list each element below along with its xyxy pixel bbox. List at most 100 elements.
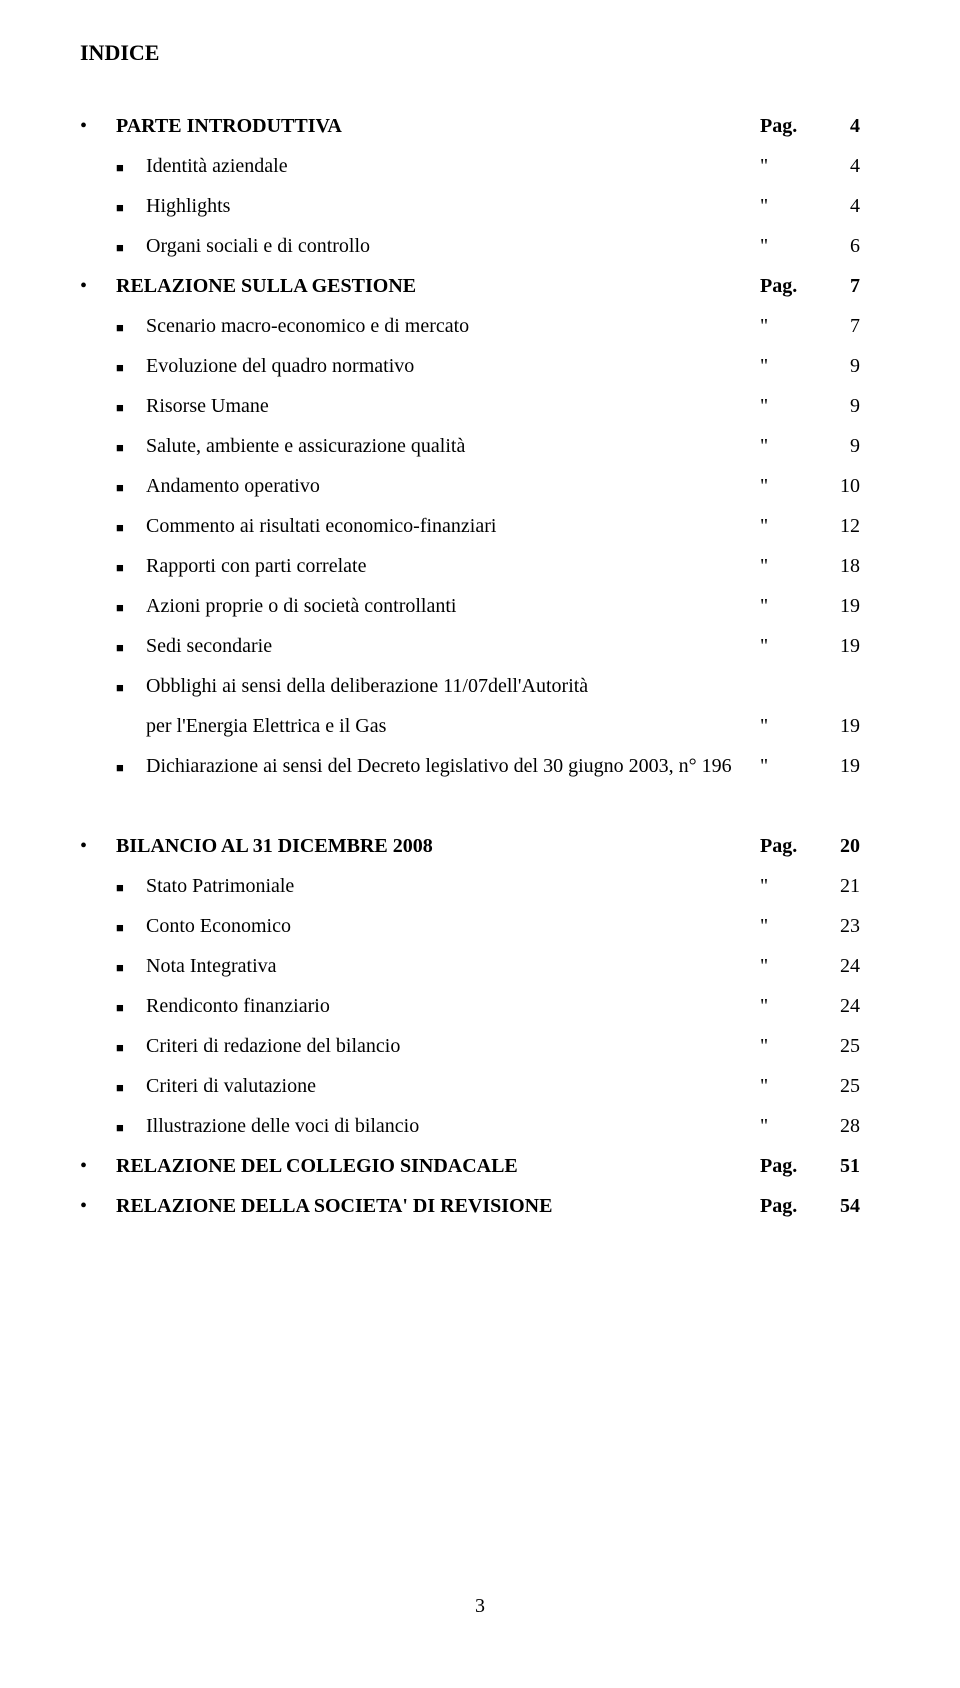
- toc-item-label: Criteri di valutazione: [146, 1066, 760, 1106]
- toc-item-row: ■ Salute, ambiente e assicurazione quali…: [80, 426, 860, 466]
- ditto-mark: ": [760, 586, 820, 626]
- toc-item-row: ■ Azioni proprie o di società controllan…: [80, 586, 860, 626]
- toc-item-row: ■ Sedi secondarie " 19: [80, 626, 860, 666]
- page-prefix: Pag.: [760, 826, 820, 866]
- toc-item-row: ■ Andamento operativo " 10: [80, 466, 860, 506]
- page-prefix: Pag.: [760, 266, 820, 306]
- bullet-disc-icon: •: [80, 1146, 116, 1186]
- toc-item-label: Evoluzione del quadro normativo: [146, 346, 760, 386]
- toc-item-label: Organi sociali e di controllo: [146, 226, 760, 266]
- page-number-cell: 9: [820, 346, 860, 386]
- bullet-disc-icon: •: [80, 106, 116, 146]
- page-number-cell: 9: [820, 426, 860, 466]
- toc-item-row: ■ Nota Integrativa " 24: [80, 946, 860, 986]
- toc-header-label: RELAZIONE DEL COLLEGIO SINDACALE: [116, 1146, 760, 1186]
- ditto-mark: ": [760, 546, 820, 586]
- toc-item-label: Risorse Umane: [146, 386, 760, 426]
- bullet-square-icon: ■: [80, 155, 146, 181]
- toc-item-row: ■ Organi sociali e di controllo " 6: [80, 226, 860, 266]
- page-title: INDICE: [80, 40, 860, 66]
- bullet-square-icon: ■: [80, 595, 146, 621]
- ditto-mark: ": [760, 386, 820, 426]
- bullet-square-icon: ■: [80, 195, 146, 221]
- bullet-square-icon: ■: [80, 635, 146, 661]
- toc-header-label: RELAZIONE DELLA SOCIETA' DI REVISIONE: [116, 1186, 760, 1226]
- toc-item-row: ■ Dichiarazione ai sensi del Decreto leg…: [80, 746, 860, 786]
- page-prefix: Pag.: [760, 1186, 820, 1226]
- document-page-number: 3: [0, 1595, 960, 1618]
- toc-item-row: ■ Commento ai risultati economico-finanz…: [80, 506, 860, 546]
- toc-item-row: ■ Criteri di redazione del bilancio " 25: [80, 1026, 860, 1066]
- toc-header-label: RELAZIONE SULLA GESTIONE: [116, 266, 760, 306]
- bullet-disc-icon: •: [80, 266, 116, 306]
- ditto-mark: ": [760, 426, 820, 466]
- bullet-square-icon: ■: [80, 355, 146, 381]
- bullet-square-icon: ■: [80, 875, 146, 901]
- ditto-mark: ": [760, 226, 820, 266]
- toc-item-row: ■ Illustrazione delle voci di bilancio "…: [80, 1106, 860, 1146]
- bullet-square-icon: ■: [80, 555, 146, 581]
- ditto-mark: ": [760, 1106, 820, 1146]
- toc-item-label: Nota Integrativa: [146, 946, 760, 986]
- ditto-mark: ": [760, 1066, 820, 1106]
- ditto-mark: ": [760, 986, 820, 1026]
- toc-item-label: per l'Energia Elettrica e il Gas: [80, 706, 760, 746]
- page-number-cell: 20: [820, 826, 860, 866]
- toc-item-row: ■ Stato Patrimoniale " 21: [80, 866, 860, 906]
- toc-item-label: Azioni proprie o di società controllanti: [146, 586, 760, 626]
- toc-item-label: Illustrazione delle voci di bilancio: [146, 1106, 760, 1146]
- toc-item-label: Commento ai risultati economico-finanzia…: [146, 506, 760, 546]
- page-number-cell: 7: [820, 306, 860, 346]
- page-number-cell: 19: [820, 706, 860, 746]
- toc-item-label: Stato Patrimoniale: [146, 866, 760, 906]
- page-number-cell: 21: [820, 866, 860, 906]
- toc-item-label: Criteri di redazione del bilancio: [146, 1026, 760, 1066]
- bullet-disc-icon: •: [80, 826, 116, 866]
- toc-item-label: Obblighi ai sensi della deliberazione 11…: [146, 666, 760, 706]
- page-number-cell: 12: [820, 506, 860, 546]
- page-number-cell: 28: [820, 1106, 860, 1146]
- bullet-square-icon: ■: [80, 955, 146, 981]
- page-number-cell: 19: [820, 626, 860, 666]
- toc-header-row: • PARTE INTRODUTTIVA Pag. 4: [80, 106, 860, 146]
- page-number-cell: 25: [820, 1026, 860, 1066]
- toc-item-label: Conto Economico: [146, 906, 760, 946]
- toc-item-label: Scenario macro-economico e di mercato: [146, 306, 760, 346]
- ditto-mark: ": [760, 186, 820, 226]
- toc-item-row: ■ Criteri di valutazione " 25: [80, 1066, 860, 1106]
- toc-item-row: ■ Obblighi ai sensi della deliberazione …: [80, 666, 860, 706]
- toc-item-row: ■ Identità aziendale " 4: [80, 146, 860, 186]
- page-prefix: Pag.: [760, 106, 820, 146]
- bullet-square-icon: ■: [80, 675, 146, 701]
- toc-item-label: Andamento operativo: [146, 466, 760, 506]
- page-number-cell: 24: [820, 946, 860, 986]
- bullet-square-icon: ■: [80, 1115, 146, 1141]
- page-number-cell: 4: [820, 146, 860, 186]
- toc-header-row: • RELAZIONE DELLA SOCIETA' DI REVISIONE …: [80, 1186, 860, 1226]
- page-number-cell: 19: [820, 586, 860, 626]
- toc-item-row: ■ Conto Economico " 23: [80, 906, 860, 946]
- ditto-mark: ": [760, 906, 820, 946]
- bullet-square-icon: ■: [80, 395, 146, 421]
- toc-item-label: Sedi secondarie: [146, 626, 760, 666]
- bullet-square-icon: ■: [80, 235, 146, 261]
- toc-item-row-continuation: per l'Energia Elettrica e il Gas " 19: [80, 706, 860, 746]
- ditto-mark: ": [760, 146, 820, 186]
- ditto-mark: ": [760, 306, 820, 346]
- page-number-cell: 19: [820, 746, 860, 786]
- page-number-cell: 54: [820, 1186, 860, 1226]
- page-number-cell: 25: [820, 1066, 860, 1106]
- bullet-square-icon: ■: [80, 435, 146, 461]
- ditto-mark: ": [760, 626, 820, 666]
- page-number-cell: 10: [820, 466, 860, 506]
- page-prefix: Pag.: [760, 1146, 820, 1186]
- toc-item-row: ■ Scenario macro-economico e di mercato …: [80, 306, 860, 346]
- ditto-mark: ": [760, 946, 820, 986]
- bullet-square-icon: ■: [80, 995, 146, 1021]
- page-number-cell: 51: [820, 1146, 860, 1186]
- toc-item-label: Rapporti con parti correlate: [146, 546, 760, 586]
- toc-section: • PARTE INTRODUTTIVA Pag. 4 ■ Identità a…: [80, 106, 860, 786]
- toc-header-label: BILANCIO AL 31 DICEMBRE 2008: [116, 826, 760, 866]
- bullet-square-icon: ■: [80, 315, 146, 341]
- toc-item-label: Rendiconto finanziario: [146, 986, 760, 1026]
